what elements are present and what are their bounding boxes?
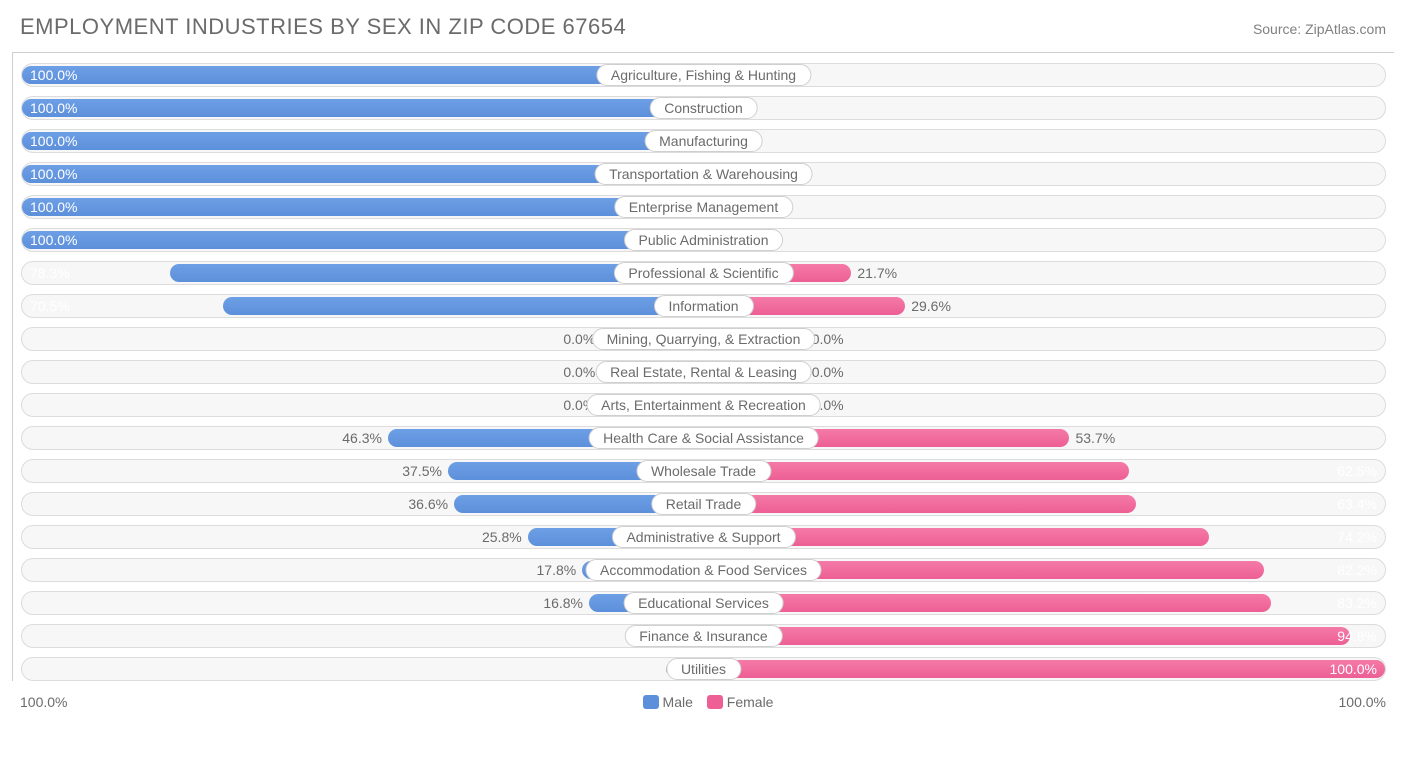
male-pct: 0.0% [563,364,595,380]
bar-row: 37.5% 62.5% Wholesale Trade [21,459,1386,483]
bar-row: 17.8% 82.2% Accommodation & Food Services [21,558,1386,582]
category-pill: Transportation & Warehousing [594,163,813,185]
category-pill: Wholesale Trade [636,460,771,482]
category-pill: Professional & Scientific [613,262,793,284]
category-pill: Accommodation & Food Services [585,559,822,581]
male-pct: 25.8% [482,529,522,545]
male-pct: 100.0% [30,67,77,83]
female-pct: 29.6% [911,298,951,314]
female-pct: 53.7% [1075,430,1115,446]
female-bar [704,594,1271,612]
male-bar [22,231,704,249]
male-bar [22,132,704,150]
female-pct: 63.4% [1337,496,1377,512]
female-pct: 94.8% [1337,628,1377,644]
bar-row: 46.3% 53.7% Health Care & Social Assistanc… [21,426,1386,450]
axis-label-right: 100.0% [1339,694,1386,710]
category-pill: Construction [649,97,758,119]
bar-row: 25.8% 74.2% Administrative & Support [21,525,1386,549]
chart-title: EMPLOYMENT INDUSTRIES BY SEX IN ZIP CODE… [20,14,626,40]
female-pct: 21.7% [857,265,897,281]
category-pill: Administrative & Support [611,526,795,548]
axis-label-left: 100.0% [20,694,67,710]
female-pct: 83.2% [1337,595,1377,611]
male-pct: 0.0% [563,331,595,347]
male-pct: 100.0% [30,166,77,182]
category-pill: Utilities [666,658,741,680]
category-pill: Real Estate, Rental & Leasing [595,361,812,383]
bar-row: 100.0%0.0%Transportation & Warehousing [21,162,1386,186]
bar-row: 100.0%0.0%Agriculture, Fishing & Hunting [21,63,1386,87]
bar-row: 100.0%0.0%Construction [21,96,1386,120]
male-pct: 100.0% [30,133,77,149]
category-pill: Manufacturing [644,130,763,152]
female-bar [704,627,1350,645]
male-pct: 100.0% [30,232,77,248]
category-pill: Retail Trade [651,493,756,515]
female-swatch [707,695,723,709]
category-pill: Mining, Quarrying, & Extraction [592,328,816,350]
category-pill: Information [653,295,753,317]
male-pct: 78.3% [30,265,70,281]
bar-row: 0.0% 0.0%Mining, Quarrying, & Extraction [21,327,1386,351]
male-pct: 100.0% [30,100,77,116]
female-bar [704,660,1386,678]
category-pill: Enterprise Management [614,196,793,218]
female-pct: 82.2% [1337,562,1377,578]
diverging-bar-chart: 100.0%0.0%Agriculture, Fishing & Hunting… [12,52,1394,681]
chart-source: Source: ZipAtlas.com [1253,21,1386,37]
male-pct: 17.8% [537,562,577,578]
bar-row: 36.6% 63.4% Retail Trade [21,492,1386,516]
legend-female: Female [727,694,774,710]
bar-row: 70.5% 29.6% Information [21,294,1386,318]
category-pill: Arts, Entertainment & Recreation [586,394,821,416]
female-pct: 0.0% [812,331,844,347]
male-pct: 16.8% [543,595,583,611]
category-pill: Finance & Insurance [624,625,782,647]
male-pct: 70.5% [30,298,70,314]
female-pct: 74.2% [1337,529,1377,545]
male-bar [22,99,704,117]
male-bar [22,198,704,216]
category-pill: Agriculture, Fishing & Hunting [596,64,811,86]
chart-legend: Male Female [67,694,1338,710]
female-pct: 0.0% [812,364,844,380]
bar-row: 0.0%100.0%Utilities [21,657,1386,681]
bar-row: 100.0%0.0%Manufacturing [21,129,1386,153]
male-bar [223,297,703,315]
female-bar [704,495,1136,513]
male-swatch [643,695,659,709]
bar-row: 78.3% 21.7% Professional & Scientific [21,261,1386,285]
chart-footer: 100.0% Male Female 100.0% [20,690,1386,714]
male-pct: 100.0% [30,199,77,215]
bar-row: 100.0%0.0%Public Administration [21,228,1386,252]
male-pct: 36.6% [408,496,448,512]
legend-male: Male [663,694,693,710]
female-pct: 100.0% [1330,661,1377,677]
category-pill: Health Care & Social Assistance [588,427,819,449]
category-pill: Educational Services [623,592,784,614]
bar-row: 0.0%0.0%Arts, Entertainment & Recreation [21,393,1386,417]
bar-row: 0.0% 0.0%Real Estate, Rental & Leasing [21,360,1386,384]
bar-row: 16.8% 83.2% Educational Services [21,591,1386,615]
category-pill: Public Administration [624,229,784,251]
bar-row: 5.2%94.8%Finance & Insurance [21,624,1386,648]
male-pct: 46.3% [342,430,382,446]
chart-header: EMPLOYMENT INDUSTRIES BY SEX IN ZIP CODE… [12,10,1394,52]
male-pct: 37.5% [402,463,442,479]
bar-row: 100.0%0.0%Enterprise Management [21,195,1386,219]
female-pct: 62.5% [1337,463,1377,479]
